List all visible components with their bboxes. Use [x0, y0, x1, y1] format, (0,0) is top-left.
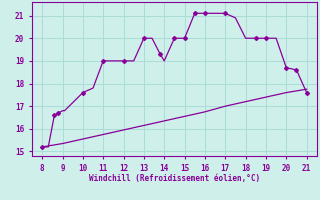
X-axis label: Windchill (Refroidissement éolien,°C): Windchill (Refroidissement éolien,°C): [89, 174, 260, 183]
